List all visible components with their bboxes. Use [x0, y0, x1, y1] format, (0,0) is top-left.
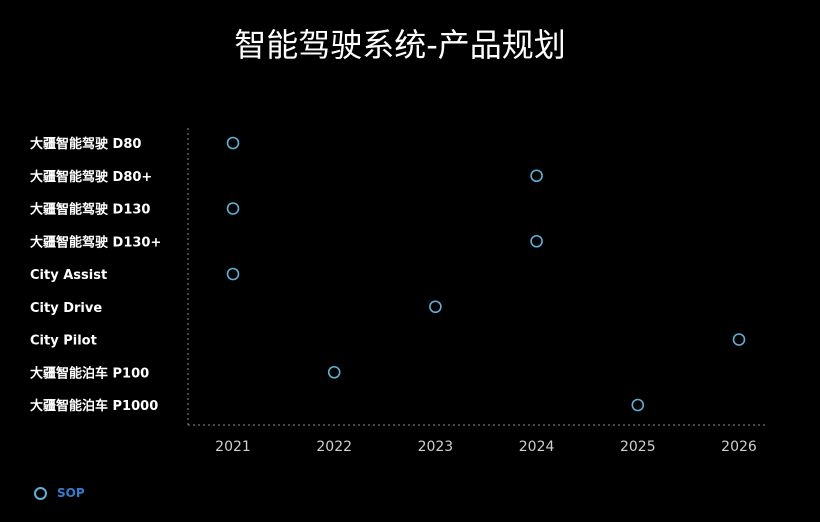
y-tick-label: 大疆智能泊车 P1000: [30, 398, 158, 414]
chart-axes: [187, 128, 768, 426]
y-tick-label: 大疆智能驾驶 D130+: [30, 234, 161, 250]
x-axis-labels: 2021 2022 2023 2024 2025 2026: [215, 439, 757, 455]
data-point[interactable]: [530, 234, 543, 248]
data-point[interactable]: [530, 169, 543, 183]
x-tick-label: 2023: [418, 439, 454, 455]
data-point[interactable]: [631, 398, 645, 412]
data-point[interactable]: [226, 136, 240, 150]
data-point[interactable]: [732, 333, 746, 346]
data-point[interactable]: [226, 202, 240, 215]
x-tick-label: 2026: [721, 439, 757, 455]
y-tick-label: City Assist: [30, 268, 107, 283]
x-tick-label: 2025: [620, 439, 656, 455]
x-tick-label: 2022: [316, 439, 352, 455]
chart-title: 智能驾驶系统-产品规划: [234, 26, 566, 64]
y-tick-label: 大疆智能驾驶 D80+: [30, 169, 152, 185]
data-point[interactable]: [226, 267, 240, 281]
legend[interactable]: SOP: [34, 486, 85, 500]
y-tick-label: City Drive: [30, 301, 102, 316]
legend-marker-icon: [34, 486, 47, 500]
y-tick-label: City Pilot: [30, 334, 97, 349]
data-points: [226, 136, 746, 412]
y-axis-labels: 大疆智能驾驶 D80 大疆智能驾驶 D80+ 大疆智能驾驶 D130 大疆智能驾驶 D…: [30, 136, 161, 414]
data-point[interactable]: [429, 300, 442, 314]
data-point[interactable]: [327, 365, 341, 379]
x-tick-label: 2024: [519, 439, 555, 455]
y-tick-label: 大疆智能驾驶 D80: [30, 136, 141, 152]
legend-label-sop: SOP: [57, 486, 85, 500]
x-tick-label: 2021: [215, 439, 251, 455]
y-tick-label: 大疆智能驾驶 D130: [30, 202, 150, 218]
y-tick-label: 大疆智能泊车 P100: [30, 365, 149, 381]
